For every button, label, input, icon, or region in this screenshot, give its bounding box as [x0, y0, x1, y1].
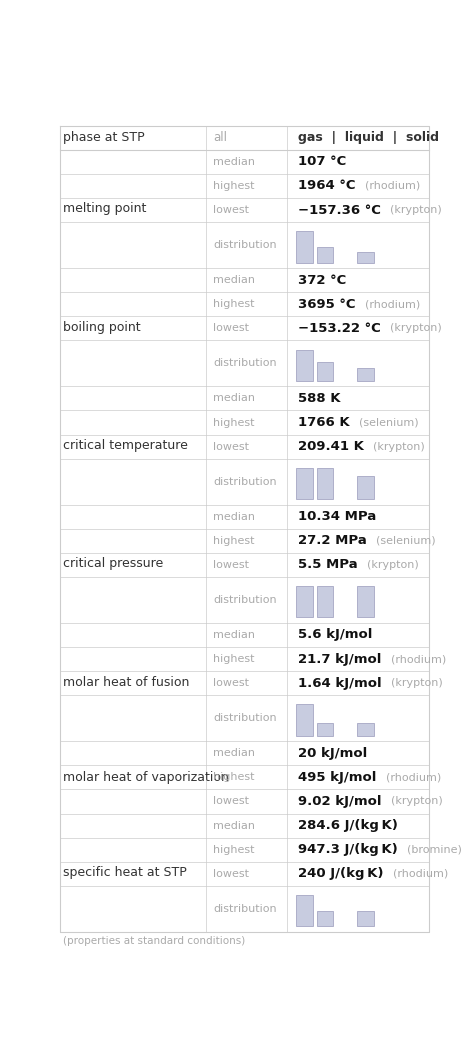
- Bar: [316, 911, 333, 927]
- Bar: [316, 723, 333, 736]
- Text: distribution: distribution: [213, 904, 276, 914]
- Text: (rhodium): (rhodium): [385, 773, 440, 782]
- Text: highest: highest: [213, 181, 254, 191]
- Text: median: median: [213, 275, 255, 285]
- Text: 21.7 kJ/mol: 21.7 kJ/mol: [298, 652, 390, 666]
- Text: 107 °C: 107 °C: [298, 155, 355, 169]
- Text: 588 K: 588 K: [298, 392, 349, 405]
- Text: (krypton): (krypton): [390, 797, 442, 806]
- Bar: [357, 252, 373, 263]
- Text: median: median: [213, 749, 255, 758]
- Text: median: median: [213, 821, 255, 830]
- Text: all: all: [213, 131, 227, 144]
- Text: median: median: [213, 512, 255, 521]
- Text: 209.41 K: 209.41 K: [298, 440, 372, 453]
- Text: (krypton): (krypton): [372, 442, 424, 451]
- Text: lowest: lowest: [213, 442, 248, 451]
- Bar: [357, 475, 373, 499]
- Text: −157.36 °C: −157.36 °C: [298, 203, 389, 217]
- Text: (rhodium): (rhodium): [364, 181, 419, 191]
- Text: distribution: distribution: [213, 713, 276, 723]
- Text: 9.02 kJ/mol: 9.02 kJ/mol: [298, 795, 390, 808]
- Bar: [296, 895, 312, 927]
- Text: 5.5 MPa: 5.5 MPa: [298, 558, 366, 572]
- Text: highest: highest: [213, 654, 254, 664]
- Text: highest: highest: [213, 418, 254, 427]
- Text: critical temperature: critical temperature: [63, 439, 188, 452]
- Text: (selenium): (selenium): [375, 536, 435, 545]
- Text: phase at STP: phase at STP: [63, 131, 145, 144]
- Text: 240 J/(kg K): 240 J/(kg K): [298, 867, 392, 881]
- Text: lowest: lowest: [213, 205, 248, 215]
- Text: highest: highest: [213, 536, 254, 545]
- Text: critical pressure: critical pressure: [63, 557, 163, 571]
- Text: highest: highest: [213, 773, 254, 782]
- Text: gas  |  liquid  |  solid: gas | liquid | solid: [298, 131, 438, 144]
- Bar: [316, 468, 333, 499]
- Text: 10.34 MPa: 10.34 MPa: [298, 510, 385, 524]
- Bar: [296, 350, 312, 381]
- Bar: [357, 723, 373, 736]
- Bar: [296, 586, 312, 618]
- Text: 1766 K: 1766 K: [298, 416, 358, 429]
- Text: 1964 °C: 1964 °C: [298, 179, 364, 193]
- Text: 27.2 MPa: 27.2 MPa: [298, 534, 375, 548]
- Text: lowest: lowest: [213, 678, 248, 688]
- Text: molar heat of fusion: molar heat of fusion: [63, 675, 189, 689]
- Text: highest: highest: [213, 299, 254, 309]
- Bar: [316, 362, 333, 381]
- Bar: [357, 369, 373, 381]
- Bar: [316, 247, 333, 263]
- Bar: [296, 231, 312, 263]
- Text: (krypton): (krypton): [366, 560, 418, 570]
- Bar: [296, 705, 312, 736]
- Text: highest: highest: [213, 845, 254, 854]
- Bar: [296, 468, 312, 499]
- Bar: [316, 586, 333, 618]
- Text: 284.6 J/(kg K): 284.6 J/(kg K): [298, 819, 407, 832]
- Text: (krypton): (krypton): [390, 678, 442, 688]
- Text: distribution: distribution: [213, 476, 276, 487]
- Text: lowest: lowest: [213, 560, 248, 570]
- Text: (selenium): (selenium): [358, 418, 417, 427]
- Text: molar heat of vaporization: molar heat of vaporization: [63, 771, 228, 784]
- Bar: [357, 586, 373, 618]
- Text: 5.6 kJ/mol: 5.6 kJ/mol: [298, 628, 381, 642]
- Text: −153.22 °C: −153.22 °C: [298, 321, 389, 335]
- Text: specific heat at STP: specific heat at STP: [63, 866, 187, 879]
- Text: 495 kJ/mol: 495 kJ/mol: [298, 771, 385, 784]
- Text: median: median: [213, 394, 255, 403]
- Text: median: median: [213, 157, 255, 166]
- Text: 20 kJ/mol: 20 kJ/mol: [298, 747, 376, 760]
- Bar: [357, 911, 373, 927]
- Text: melting point: melting point: [63, 202, 147, 216]
- Text: (krypton): (krypton): [389, 205, 441, 215]
- Text: distribution: distribution: [213, 358, 276, 369]
- Text: (rhodium): (rhodium): [390, 654, 445, 664]
- Text: (krypton): (krypton): [389, 324, 441, 333]
- Text: 3695 °C: 3695 °C: [298, 297, 364, 311]
- Text: (bromine): (bromine): [406, 845, 461, 854]
- Text: (rhodium): (rhodium): [392, 869, 447, 878]
- Text: median: median: [213, 630, 255, 640]
- Text: lowest: lowest: [213, 324, 248, 333]
- Text: 1.64 kJ/mol: 1.64 kJ/mol: [298, 676, 390, 690]
- Text: distribution: distribution: [213, 595, 276, 605]
- Text: 372 °C: 372 °C: [298, 273, 355, 287]
- Text: (properties at standard conditions): (properties at standard conditions): [63, 936, 245, 945]
- Text: distribution: distribution: [213, 240, 276, 250]
- Text: (rhodium): (rhodium): [364, 299, 419, 309]
- Text: lowest: lowest: [213, 797, 248, 806]
- Text: 947.3 J/(kg K): 947.3 J/(kg K): [298, 843, 406, 856]
- Text: lowest: lowest: [213, 869, 248, 878]
- Text: boiling point: boiling point: [63, 320, 140, 334]
